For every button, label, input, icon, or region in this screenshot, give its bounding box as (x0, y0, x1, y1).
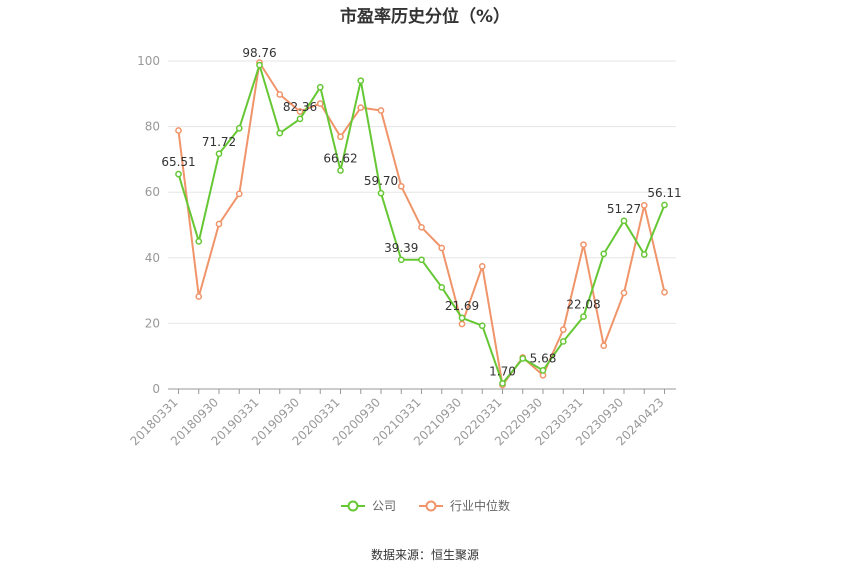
legend-label-company: 公司 (371, 499, 396, 513)
legend-label-industry-median: 行业中位数 (450, 499, 511, 513)
data-point-company-8 (337, 167, 344, 174)
data-label-company-2: 71.72 (202, 135, 236, 149)
data-label-company-11: 39.39 (384, 241, 418, 255)
data-label-company-8: 66.62 (323, 151, 357, 165)
data-point-company-7 (316, 83, 324, 91)
data-label-company-20: 22.08 (566, 298, 600, 312)
data-point-company-19 (559, 338, 567, 345)
chart-title: 市盈率历史分位（%） (339, 7, 511, 27)
data-label-company-6: 82.36 (283, 100, 317, 114)
data-point-industry-median-13 (438, 244, 446, 252)
data-point-industry-median-0 (175, 127, 182, 134)
data-point-industry-median-8 (337, 133, 344, 141)
data-point-company-12 (418, 256, 425, 264)
data-point-industry-median-9 (357, 104, 365, 111)
data-label-company-18: 5.68 (530, 351, 557, 365)
data-label-company-22: 51.27 (607, 202, 641, 216)
data-point-company-3 (235, 124, 243, 132)
data-point-company-4 (256, 61, 263, 69)
data-point-industry-median-14 (458, 320, 466, 328)
data-point-company-13 (438, 283, 446, 291)
y-tick-label-0: 0 (152, 382, 160, 396)
data-point-industry-median-10 (377, 107, 385, 114)
legend-item-industry-median[interactable]: 行业中位数 (418, 497, 510, 514)
data-label-company-0: 65.51 (161, 155, 195, 169)
data-label-company-10: 59.70 (364, 174, 398, 188)
data-label-company-4: 98.76 (242, 46, 276, 60)
y-tick-label-100: 100 (137, 54, 160, 68)
data-point-industry-median-24 (661, 288, 668, 296)
legend-swatch-industry-median (419, 500, 443, 511)
y-tick-label-80: 80 (145, 120, 160, 134)
data-point-company-15 (478, 322, 486, 330)
data-point-industry-median-11 (397, 182, 405, 190)
data-point-industry-median-7 (316, 100, 324, 107)
legend-item-company[interactable]: 公司 (340, 497, 396, 514)
y-tick-label-60: 60 (145, 185, 160, 199)
data-point-company-5 (276, 129, 284, 137)
data-point-company-22 (620, 217, 628, 225)
data-point-company-1 (195, 238, 203, 245)
data-point-industry-median-20 (580, 241, 587, 249)
data-point-industry-median-15 (478, 262, 486, 270)
data-point-industry-median-23 (640, 201, 648, 209)
data-point-company-6 (296, 115, 304, 123)
data-point-industry-median-12 (418, 223, 425, 231)
data-point-industry-median-21 (600, 342, 608, 350)
data-point-company-0 (175, 170, 182, 178)
data-point-company-20 (580, 313, 587, 320)
source-note: 数据来源：恒生聚源 (370, 548, 479, 562)
data-point-company-2 (215, 150, 223, 158)
data-point-industry-median-3 (235, 190, 243, 198)
data-point-company-24 (661, 201, 668, 209)
y-tick-label-40: 40 (145, 251, 160, 265)
data-point-company-23 (640, 251, 648, 258)
data-point-industry-median-1 (195, 293, 203, 300)
data-point-industry-median-5 (276, 91, 284, 98)
legend-swatch-company (340, 500, 365, 511)
data-point-company-14 (458, 314, 466, 322)
data-point-company-21 (600, 250, 608, 258)
data-label-company-14: 21.69 (445, 299, 479, 313)
data-point-industry-median-22 (620, 289, 628, 297)
series-line-industry-median (177, 61, 666, 387)
data-point-industry-median-2 (215, 220, 223, 228)
data-point-industry-median-19 (559, 326, 567, 333)
legend: 公司 行业中位数 (0, 497, 850, 514)
y-tick-label-20: 20 (145, 316, 160, 330)
data-point-industry-median-6 (296, 108, 304, 115)
data-point-company-18 (539, 367, 547, 374)
data-point-company-17 (519, 355, 527, 362)
data-point-company-11 (397, 256, 405, 264)
data-point-company-16 (499, 380, 506, 387)
data-point-company-9 (357, 77, 365, 85)
data-label-company-24: 56.11 (647, 186, 681, 200)
data-label-company-16: 1.70 (489, 364, 516, 378)
data-point-company-10 (377, 189, 385, 197)
